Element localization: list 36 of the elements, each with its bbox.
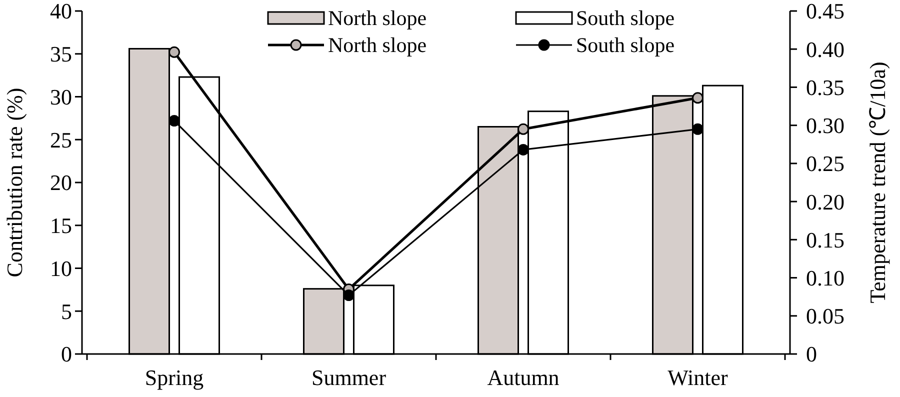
point (692, 92, 704, 104)
point (518, 123, 529, 135)
y-tick-label: 30 (50, 84, 72, 110)
y-tick-label: 0 (61, 342, 72, 367)
y-tick-label: 40 (50, 0, 72, 24)
legend-label: North slope (328, 33, 427, 57)
legend-label: South slope (576, 33, 675, 57)
y-tick-label: 25 (50, 127, 72, 152)
x-tick-label: Autumn (487, 365, 560, 390)
y2-tick-label: 0.20 (806, 189, 844, 214)
y-tick-label: 20 (50, 170, 72, 196)
y2-tick-label: 0.15 (806, 227, 844, 252)
x-tick-label: Winter (668, 365, 729, 390)
legend-label: South slope (576, 6, 675, 30)
point (343, 290, 354, 302)
y2-tick-label: 0.45 (806, 0, 844, 24)
y2-tick-label: 0.10 (806, 265, 844, 290)
x-tick-label: Spring (144, 365, 204, 390)
y-tick-label: 10 (50, 256, 72, 281)
point (518, 144, 529, 156)
y2-tick-label: 0.25 (806, 151, 844, 176)
y-axis-title: Contribution rate (%) (2, 88, 27, 278)
y2-tick-label: 0.35 (806, 74, 844, 100)
y-tick-label: 35 (50, 42, 72, 67)
y2-tick-label: 0 (806, 342, 817, 367)
point (168, 115, 180, 127)
point (692, 123, 704, 135)
y2-tick-label: 0.40 (806, 36, 844, 62)
y-tick-label: 5 (61, 298, 72, 324)
x-tick-label: Summer (311, 365, 387, 390)
y-tick-label: 15 (50, 213, 72, 238)
legend-label: North slope (328, 6, 427, 30)
y2-axis-title: Temperature trend (℃/10a) (865, 62, 890, 304)
point (168, 46, 180, 58)
y2-tick-label: 0.05 (806, 304, 844, 329)
y2-tick-label: 0.30 (806, 113, 844, 138)
